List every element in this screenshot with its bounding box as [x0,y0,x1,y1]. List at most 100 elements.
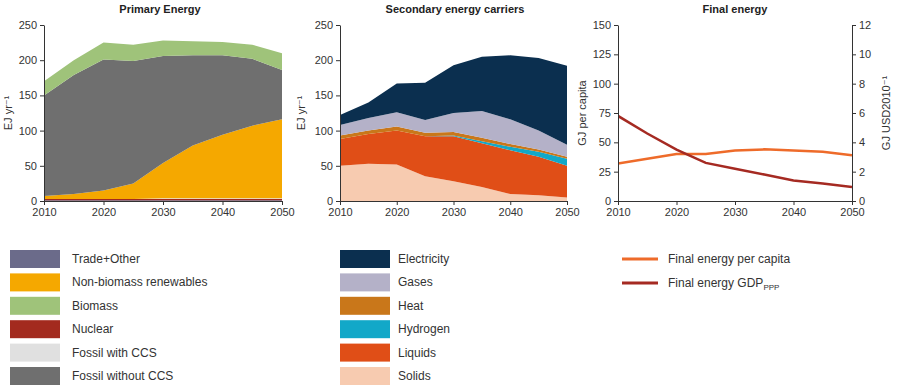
tick: 2050 [270,201,294,218]
tick-label: 2020 [92,206,116,218]
y-axis-title: GJ per capita [576,79,588,145]
tick: 200 [19,54,44,66]
tick-mark [852,172,856,173]
panel: Primary Energy 201020202030204020500 50 100… [2,3,295,385]
chart-title: Final energy [703,3,769,15]
tick-label: 25 [599,166,611,178]
tick-mark [40,166,44,167]
legend-swatch [340,250,390,268]
tick-mark [40,201,44,202]
tick-label: 2050 [555,206,579,218]
tick-label: 2050 [270,206,294,218]
legend-item: Nuclear [10,320,113,338]
legend-label-text: Trade+Other [72,252,140,266]
x-axis: 20102020203020402050 [32,201,294,218]
tick-mark [852,201,856,202]
tick: 12 [852,19,871,31]
legend: Trade+OtherNon-biomass renewablesBiomass… [10,250,207,385]
tick-label: 0 [605,195,611,207]
tick: 250 [19,19,44,31]
legend-item: Hydrogen [340,320,450,338]
tick-label: 150 [315,89,333,101]
tick-mark [614,142,618,143]
legend-item: Gases [340,273,433,291]
tick: 2020 [665,201,689,218]
tick-label: 250 [315,19,333,31]
legend-item: Final energy per capita [622,252,790,266]
chart-svg: Primary Energy20102020203020402050050100… [0,0,901,388]
legend-label-text: Final energy GDP [668,276,763,290]
legend-swatch [10,344,60,362]
tick-mark [104,201,105,205]
tick-label: 0 [327,195,333,207]
legend-label: Gases [398,275,433,289]
tick-mark [614,201,618,202]
tick-mark [852,54,856,55]
y-axis-title: EJ yr⁻¹ [2,95,14,130]
legend-item: Trade+Other [10,250,140,268]
legend-label-text: Fossil with CCS [72,346,157,360]
y2-axis-title: GJ USD2010⁻¹ [880,76,892,151]
axis-line [340,26,341,202]
tick: 75 [599,107,618,119]
tick-mark [614,54,618,55]
tick-mark [40,60,44,61]
legend-label-text: Hydrogen [398,322,450,336]
tick-label: 2020 [665,206,689,218]
legend-label: Trade+Other [72,252,140,266]
area [44,199,282,200]
tick-mark [677,201,678,205]
y2-axis: 0 2 4 6 8 10 12 [852,19,871,207]
legend-label: Nuclear [72,322,113,336]
tick-mark [794,201,795,205]
legend-item: Final energy GDPPPP [622,276,779,292]
tick: 2040 [499,201,523,218]
y-axis: 050100150200250 [315,19,341,207]
tick-mark [336,166,340,167]
tick-label: 0 [31,195,37,207]
tick-label: 8 [859,78,865,90]
tick-label: 100 [315,125,333,137]
chart-root: Primary Energy20102020203020402050050100… [0,0,901,388]
tick: 150 [315,89,340,101]
chart-title: Primary Energy [119,3,201,15]
tick-label: 2 [859,166,865,178]
tick: 10 [852,48,871,60]
tick-mark [567,201,568,205]
tick-label: 4 [859,136,865,148]
legend-label: Final energy per capita [668,252,790,266]
legend-label-text: Electricity [398,252,449,266]
tick-label: 100 [19,125,37,137]
tick-mark [336,201,340,202]
legend-label-text: Liquids [398,346,436,360]
legend-swatch [340,297,390,315]
tick-label: 50 [25,160,37,172]
tick-label: 2010 [328,206,352,218]
legend-swatch [10,250,60,268]
tick-label: 2050 [840,206,864,218]
tick-label: 200 [315,54,333,66]
tick-label: 2020 [385,206,409,218]
tick-mark [40,25,44,26]
y-axis: 0255075100125150 [593,19,619,207]
tick-label: 250 [19,19,37,31]
tick-mark [336,131,340,132]
tick-label: 6 [859,107,865,119]
tick: 0 [327,195,340,207]
legend-item: Solids [340,367,431,385]
marks [618,116,852,187]
tick: 2030 [442,201,466,218]
tick: 0 [31,195,44,207]
tick-label: 0 [859,195,865,207]
legend-label-text: Fossil without CCS [72,369,173,383]
axis-line [44,26,45,202]
tick-label: 150 [593,19,611,31]
tick-mark [614,25,618,26]
tick-mark [614,84,618,85]
chart-title: Secondary energy carriers [386,3,525,15]
tick-mark [852,142,856,143]
legend-label: Electricity [398,252,449,266]
tick-mark [163,201,164,205]
tick-mark [336,95,340,96]
y-axis-title: EJ yr⁻¹ [295,95,307,130]
